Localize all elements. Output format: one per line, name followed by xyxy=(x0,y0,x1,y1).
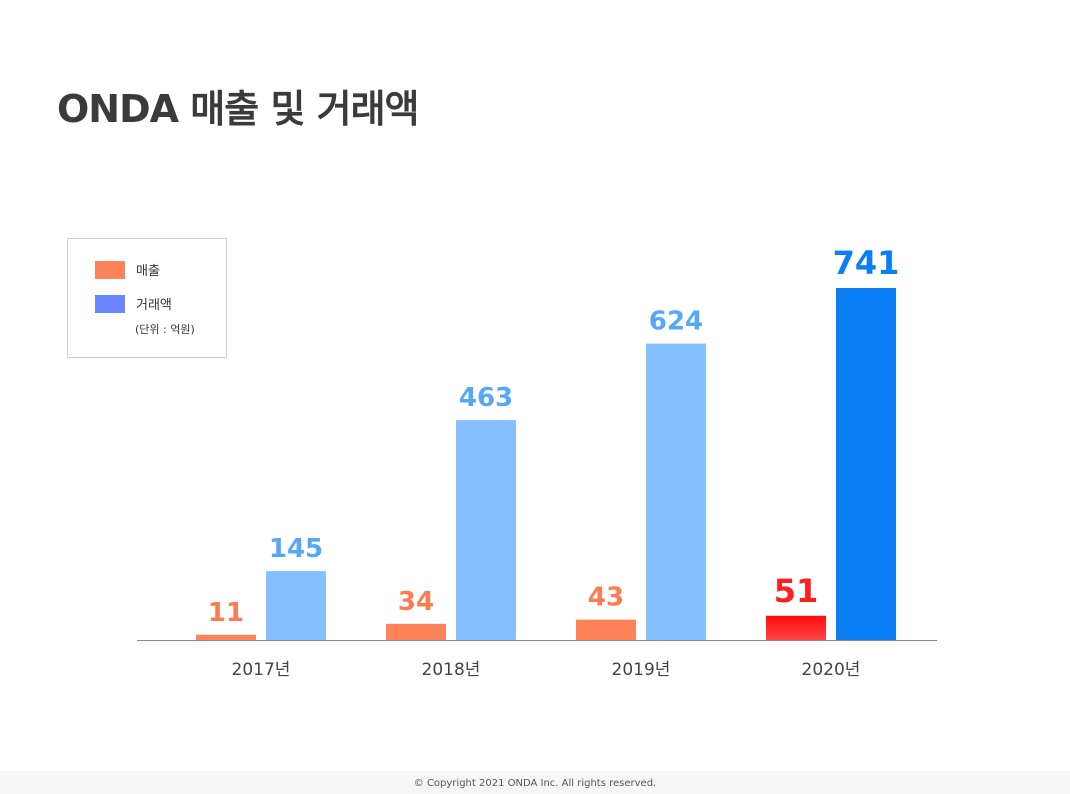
bar-sales-0 xyxy=(196,634,256,640)
bar-transaction-2 xyxy=(646,343,706,640)
legend-unit-label: (단위 : 억원) xyxy=(135,323,195,336)
bar-sales-1 xyxy=(386,623,446,640)
data-label-sales-3: 51 xyxy=(774,572,819,610)
bar-transaction-1 xyxy=(456,420,516,640)
data-label-transaction-1: 463 xyxy=(459,383,513,413)
legend-label-transaction: 거래액 xyxy=(136,298,172,313)
legend-swatch-transaction xyxy=(95,294,125,313)
legend-swatch-sales xyxy=(95,260,125,279)
legend-label-sales: 매출 xyxy=(136,264,160,279)
chart-legend: 매출 거래액 (단위 : 억원) xyxy=(67,238,227,358)
x-tick-label-0: 2017년 xyxy=(232,660,291,680)
bar-sales-2 xyxy=(576,619,636,640)
bar-transaction-3 xyxy=(836,288,896,640)
page-title: ONDA 매출 및 거래액 xyxy=(57,87,420,131)
data-label-sales-0: 11 xyxy=(208,598,244,628)
x-tick-label-3: 2020년 xyxy=(802,660,861,680)
bar-chart: 11 145 2017년 34 463 2018년 43 624 2019년 51 741 2020년 xyxy=(137,244,937,680)
bar-transaction-0 xyxy=(266,571,326,640)
x-tick-label-1: 2018년 xyxy=(422,660,481,680)
data-label-sales-1: 34 xyxy=(398,587,434,617)
data-label-transaction-3: 741 xyxy=(833,244,900,282)
copyright-footer: © Copyright 2021 ONDA Inc. All rights re… xyxy=(0,771,1070,794)
bar-sales-3 xyxy=(766,615,826,640)
data-label-transaction-0: 145 xyxy=(269,534,323,564)
legend-item-sales: 매출 xyxy=(95,260,160,279)
legend-item-transaction: 거래액 xyxy=(95,294,172,313)
x-tick-label-2: 2019년 xyxy=(612,660,671,680)
data-label-transaction-2: 624 xyxy=(649,307,703,337)
data-label-sales-2: 43 xyxy=(588,583,624,613)
